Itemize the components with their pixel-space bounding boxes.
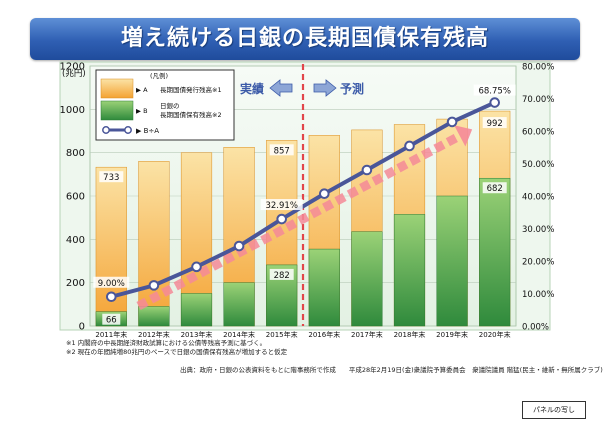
bar-a (95, 166, 127, 327)
x-tick-label: 2014年末 (223, 330, 255, 339)
y2-tick-label: 60.00% (522, 128, 554, 138)
legend-swatch-a (100, 78, 134, 99)
bar-b (138, 306, 170, 327)
legend-heading: (凡例) (150, 71, 168, 80)
title-banner: 増え続ける日銀の長期国債保有残高 (30, 18, 580, 60)
y2-tick-label: 80.00% (522, 63, 554, 73)
legend-marker-ratio-right (124, 126, 132, 134)
legend-marker-a: ▶ A (136, 86, 148, 94)
x-tick-label: 2016年末 (308, 330, 340, 339)
x-tick-label: 2011年末 (95, 330, 127, 339)
ratio-marker (319, 188, 330, 200)
label-a-2015: 857 (274, 146, 290, 156)
legend-swatch-b (100, 100, 134, 121)
ratio-marker (148, 280, 160, 291)
bar-b (351, 231, 383, 327)
y2-tick-label: 30.00% (522, 225, 554, 235)
right-arrow-icon (313, 79, 337, 97)
footnote-2: ※2 現在の年間純増80兆円のペースで日銀の国債保有残高が増加すると仮定 (66, 348, 288, 356)
left-arrow-icon (269, 79, 293, 97)
label-a-2015-bg (269, 144, 294, 156)
bar-b (479, 177, 511, 327)
bar-b (223, 282, 255, 327)
bar-b (180, 293, 213, 327)
legend-label-ratio: ▶ B÷A (136, 127, 159, 135)
ratio-marker (276, 213, 288, 225)
bar-b (308, 248, 340, 327)
ratio-marker (361, 164, 373, 176)
legend-marker-ratio-left (102, 126, 110, 134)
bar-b (436, 195, 468, 327)
x-tick-label: 2018年末 (394, 330, 426, 339)
label-b-2015: 282 (274, 271, 290, 281)
x-tick-label: 2013年末 (181, 330, 213, 339)
y-tick-label: 200 (66, 278, 85, 289)
bar-b (393, 214, 426, 327)
label-ratio-2011-bg (93, 276, 130, 288)
label-b-2011-bg (102, 313, 121, 325)
x-tick-label: 2020年末 (479, 330, 511, 339)
ratio-marker (404, 140, 415, 152)
label-a-2020: 992 (487, 119, 503, 129)
annotation-forecast: 予測 (340, 81, 364, 96)
annotation-actual: 実績 (240, 81, 264, 96)
y2-tick-label: 40.00% (522, 193, 554, 203)
ratio-marker (106, 291, 117, 303)
footnote-1: ※1 内閣府の中長期経済財政試算における公債等残高予測に基づく。 (66, 339, 267, 347)
panel-label: パネルの写し (522, 401, 586, 419)
label-ratio-2020: 68.75% (478, 87, 510, 97)
label-ratio-2020-bg (473, 84, 516, 96)
page-title: 増え続ける日銀の長期国債保有残高 (120, 26, 489, 51)
ratio-marker (489, 97, 501, 108)
trend-arrow-shaft (136, 131, 462, 310)
y2-tick-label: 70.00% (522, 95, 554, 105)
label-ratio-2011: 9.00% (98, 279, 125, 289)
label-ratio-2015-bg (260, 199, 303, 211)
x-tick-label: 2019年末 (436, 330, 468, 339)
legend-label-a: 長期国債発行残高※1 (160, 85, 222, 94)
y2-tick-label: 50.00% (522, 160, 554, 170)
y-tick-label: 1200 (60, 62, 85, 73)
y2-tick-label: 20.00% (522, 258, 554, 268)
x-tick-label: 2017年末 (351, 330, 383, 339)
ratio-marker (191, 261, 202, 273)
y-tick-label: 0 (79, 322, 85, 333)
x-tick-label: 2012年末 (138, 330, 170, 339)
y-tick-label: 400 (66, 235, 85, 246)
label-a-2020-bg (482, 117, 507, 129)
y-tick-label: 800 (66, 148, 85, 159)
y2-tick-label: 10.00% (522, 290, 554, 300)
label-b-2020: 682 (487, 184, 503, 194)
y-tick-label: 600 (66, 192, 85, 203)
y-tick-label: 1000 (60, 105, 85, 116)
label-b-2015-bg (269, 268, 294, 280)
label-a-2011-bg (99, 171, 124, 183)
source-line: 出典：政府・日銀の公表資料をもとに階事務所で作成 平成28年2月19日(金)衆議… (180, 366, 603, 374)
legend-label-b-1: 日銀の (160, 101, 180, 110)
x-tick-label: 2015年末 (266, 330, 298, 339)
ratio-line (110, 100, 496, 299)
label-b-2011: 66 (106, 316, 117, 326)
legend-marker-b: ▶ B (136, 107, 148, 115)
label-b-2020-bg (482, 182, 507, 194)
trend-arrow-head (454, 125, 473, 147)
y-axis-label: (兆円) (62, 68, 86, 79)
label-a-2011: 733 (103, 173, 119, 183)
ratio-marker (233, 240, 245, 252)
ratio-marker (446, 116, 458, 128)
legend-label-b-2: 長期国債保有残高※2 (160, 110, 222, 119)
y2-tick-label: 0.00% (522, 323, 549, 333)
label-ratio-2015: 32.91% (265, 201, 297, 211)
